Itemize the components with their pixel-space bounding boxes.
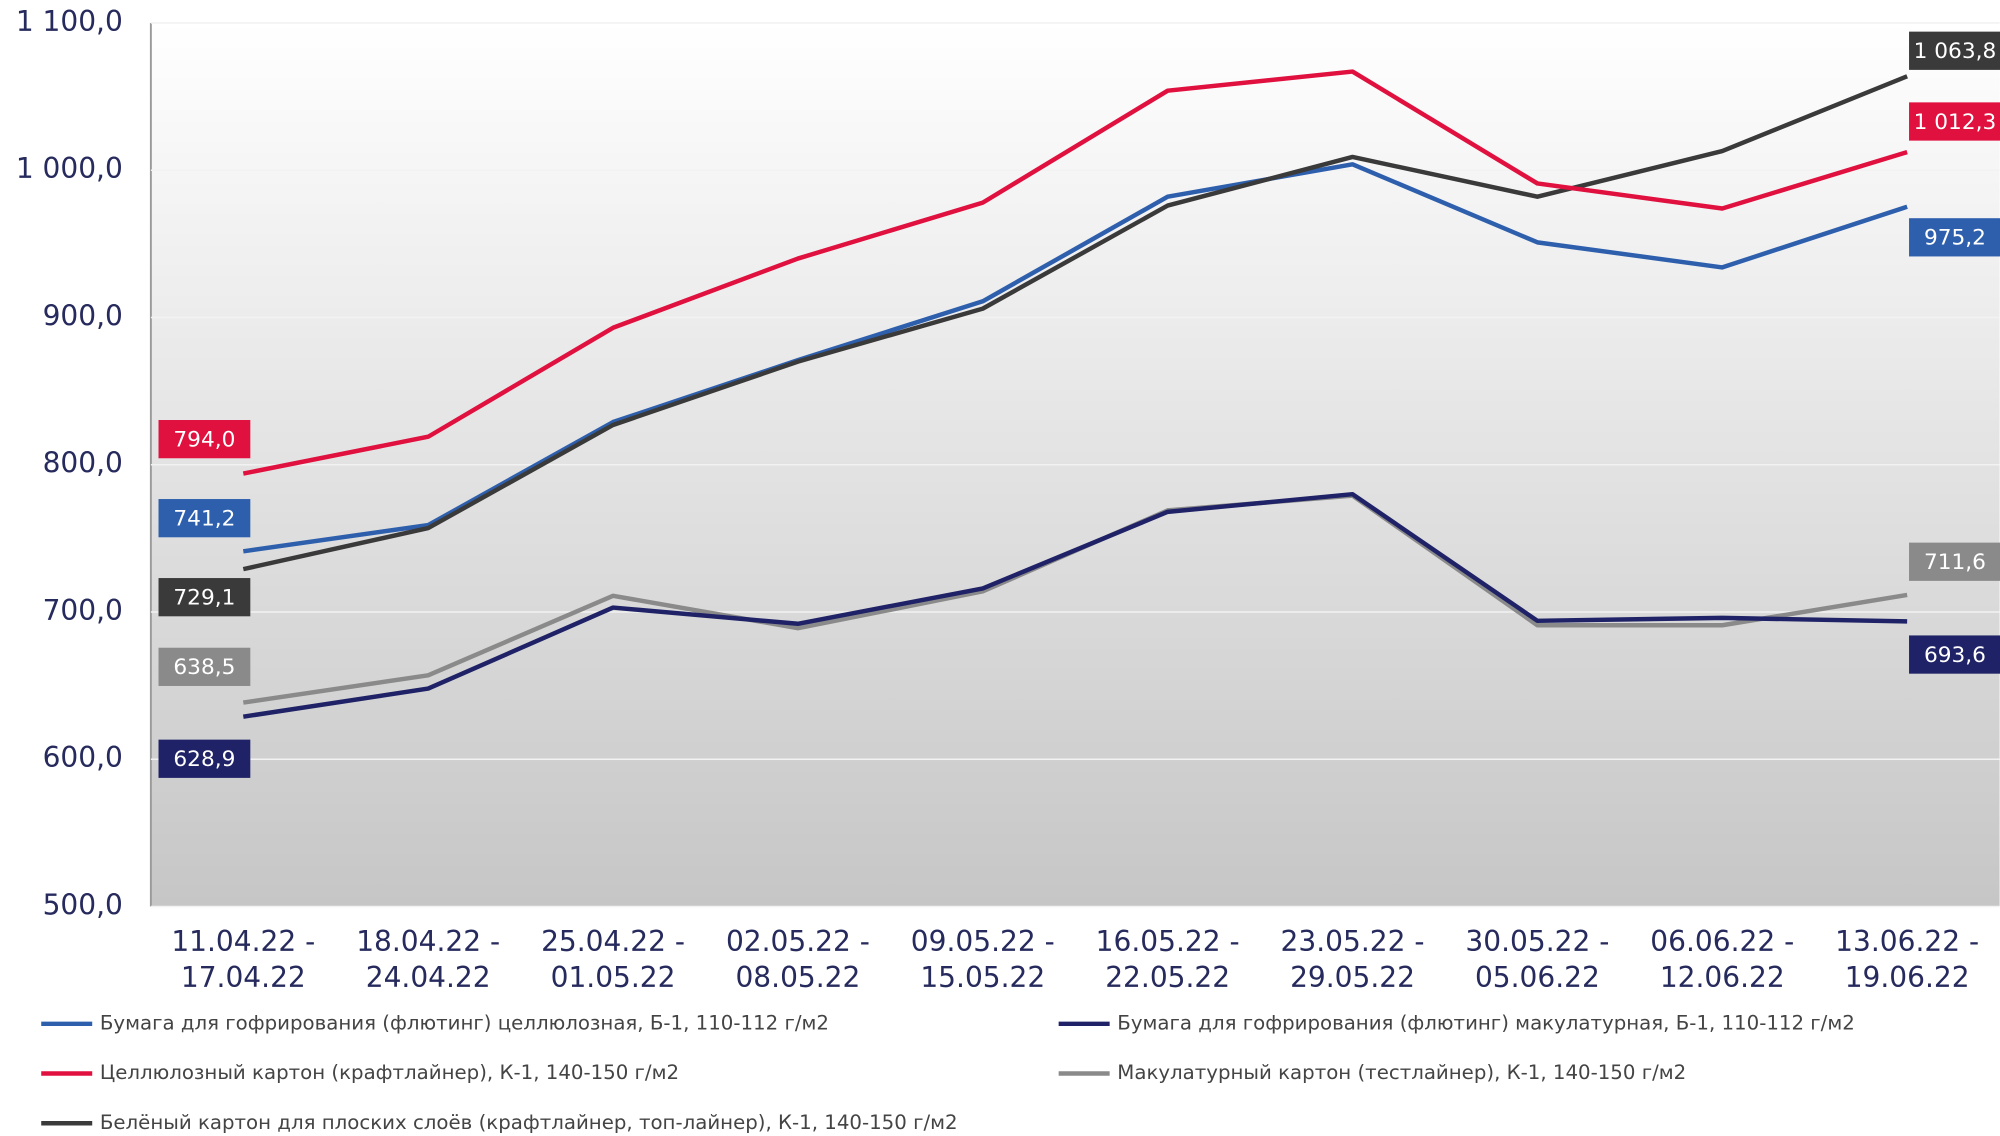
x-tick-label: 09.05.22 - 15.05.22 [910,926,1055,995]
value-label: 975,2 [1924,226,1986,251]
x-tick-label-box: 02.05.22 - 08.05.22 [725,926,870,995]
value-label-box [158,578,251,617]
value-label-box [1909,635,2000,674]
x-tick-label: 11.04.22 - 17.04.22 [171,926,316,995]
x-tick-label: 25.04.22 - 01.05.22 [541,926,686,995]
x-tick-label-box: 11.04.22 - 17.04.22 [171,926,316,995]
value-label: 711,6 [1924,550,1986,575]
series-line [242,69,1908,476]
x-tick-label-box: 13.06.22 - 19.06.22 [1835,926,1980,995]
y-tick-label: 900,0 [43,299,123,332]
series-line [242,74,1908,572]
x-tick-label: 16.05.22 - 22.05.22 [1095,926,1240,995]
x-tick-label: 18.04.22 - 24.04.22 [356,926,501,995]
y-tick-label: 500,0 [43,889,123,922]
series-line [242,491,1908,719]
x-tick-label-box: 23.05.22 - 29.05.22 [1280,926,1425,995]
value-label: 794,0 [173,427,235,452]
legend-label: Бумага для гофрирования (флютинг) целлюл… [100,1011,829,1034]
x-tick-label: 13.06.22 - 19.06.22 [1835,926,1980,995]
y-tick-label: 800,0 [43,447,123,480]
y-tick-label: 1 100,0 [16,5,123,38]
x-tick-label-box: 16.05.22 - 22.05.22 [1095,926,1240,995]
value-label-box [1909,102,2000,141]
x-tick-label-box: 06.06.22 - 12.06.22 [1650,926,1795,995]
x-tick-label: 30.05.22 - 05.06.22 [1465,926,1610,995]
legend-label: Целлюлозный картон (крафтлайнер), К-1, 1… [100,1061,679,1084]
y-tick-label: 1 000,0 [16,152,123,185]
value-label: 1 063,8 [1914,39,1997,64]
x-tick-label-box: 25.04.22 - 01.05.22 [541,926,686,995]
value-label-box [158,499,251,538]
value-label-box [158,420,251,459]
x-tick-label: 23.05.22 - 29.05.22 [1280,926,1425,995]
x-tick-label: 02.05.22 - 08.05.22 [725,926,870,995]
x-tick-label-box: 18.04.22 - 24.04.22 [356,926,501,995]
value-label-box [1909,31,2000,70]
legend-label: Белёный картон для плоских слоёв (крафтл… [100,1111,958,1134]
value-label: 693,6 [1924,643,1986,668]
value-label: 741,2 [173,506,235,531]
legend-label: Макулатурный картон (тестлайнер), К-1, 1… [1117,1061,1686,1084]
x-tick-label: 06.06.22 - 12.06.22 [1650,926,1795,995]
value-label: 1 012,3 [1914,110,1997,135]
value-label-box [158,739,251,778]
y-tick-label: 600,0 [43,741,123,774]
legend-label: Бумага для гофрирования (флютинг) макула… [1117,1011,1855,1034]
series-line [242,162,1908,554]
value-label: 628,9 [173,747,235,772]
x-tick-label-box: 30.05.22 - 05.06.22 [1465,926,1610,995]
value-label-box [1909,218,2000,257]
x-tick-label-box: 09.05.22 - 15.05.22 [910,926,1055,995]
y-tick-label: 700,0 [43,594,123,627]
value-label: 729,1 [173,585,235,610]
value-label-box [158,647,251,686]
value-label: 638,5 [173,655,235,680]
value-label-box [1909,542,2000,581]
